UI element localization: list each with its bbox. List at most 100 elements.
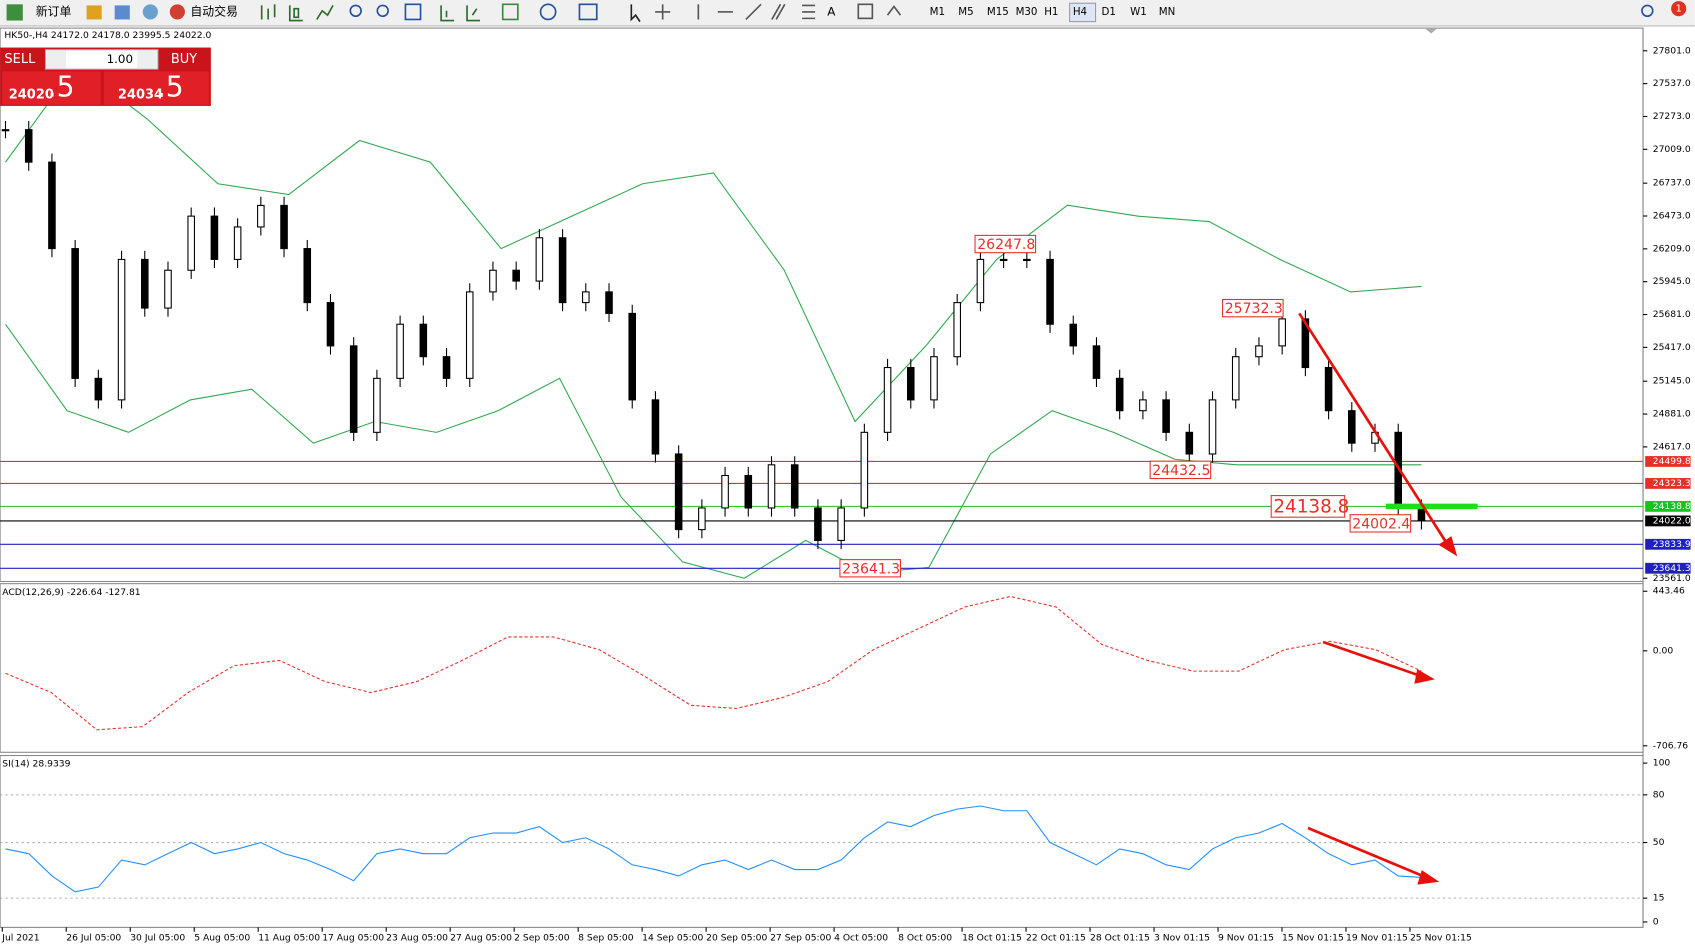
candle	[744, 474, 753, 509]
x-tick-label: 28 Oct 01:15	[1090, 933, 1150, 944]
candle-tool[interactable]	[288, 5, 303, 22]
channel[interactable]	[771, 3, 786, 20]
candle	[442, 356, 451, 379]
y-tick-label: 25417.0	[1653, 342, 1691, 353]
price-annotation-box	[839, 559, 902, 578]
candle	[396, 323, 404, 379]
candle	[349, 345, 358, 433]
periods[interactable]	[539, 3, 557, 21]
bollinger-band	[5, 323, 1422, 579]
timeframes: M1 M5 M15 M30 H1 H4 D1 W1 MN	[930, 2, 1176, 23]
shift-tool[interactable]	[466, 5, 481, 22]
y-tick-label: 25145.0	[1653, 376, 1691, 387]
x-tick-label: 5 Aug 05:00	[194, 933, 250, 944]
indicators[interactable]	[501, 3, 519, 21]
bollinger-band	[5, 64, 1422, 423]
x-tick-label: 3 Nov 01:15	[1154, 933, 1210, 944]
y-tick-label: 0	[1653, 916, 1659, 927]
buy-price[interactable]: 24034	[118, 88, 163, 103]
candle	[1185, 431, 1194, 455]
trendline[interactable]	[745, 3, 762, 21]
bar-chart-tool[interactable]	[260, 4, 276, 20]
text-label[interactable]	[857, 3, 874, 20]
candle	[373, 377, 381, 433]
arrow-head	[1438, 536, 1458, 557]
tile-windows[interactable]	[404, 3, 422, 21]
timeframe-button[interactable]: M30	[1016, 6, 1038, 18]
auto-trade-icon[interactable]	[169, 4, 185, 20]
sell-fraction[interactable]: .5	[48, 71, 75, 104]
new-order-icon[interactable]	[6, 4, 23, 21]
timeframe-button[interactable]: H1	[1044, 6, 1058, 18]
candle	[210, 215, 219, 260]
text-tool[interactable]: A	[827, 4, 836, 18]
notifications[interactable]	[1671, 1, 1687, 17]
timeframe-button[interactable]: M5	[958, 6, 973, 18]
crosshair[interactable]	[655, 4, 671, 20]
new-order[interactable]: 新订单	[36, 4, 72, 18]
y-tick-label: 25945.0	[1653, 276, 1691, 287]
trend-arrow	[1307, 826, 1428, 879]
price-level-label: 23641.3	[1653, 563, 1691, 574]
candle	[164, 269, 172, 309]
lot-field[interactable]	[44, 49, 159, 70]
tool-icon[interactable]	[86, 5, 102, 20]
sell-price[interactable]: 24020	[9, 88, 54, 103]
candle	[883, 366, 892, 433]
line-tool[interactable]	[316, 5, 334, 20]
search[interactable]	[1641, 4, 1654, 18]
x-tick-label: 27 Sep 05:00	[770, 933, 831, 944]
cursor[interactable]	[630, 4, 641, 23]
timeframe-button[interactable]: M15	[987, 6, 1009, 18]
candle	[1324, 366, 1333, 412]
x-tick-label: 2 Sep 05:00	[514, 933, 570, 944]
price-annotation-box	[1270, 495, 1346, 518]
tool-icon[interactable]	[114, 5, 130, 20]
rsi-panel	[0, 754, 1644, 928]
macd-label: ACD(12,26,9) -226.64 -127.81	[2, 587, 140, 598]
sell-button[interactable]	[2, 71, 101, 105]
lot-up[interactable]	[137, 50, 157, 69]
lot-down[interactable]	[46, 50, 67, 69]
x-tick-label: 20 Sep 05:00	[706, 933, 767, 944]
x-tick-label: Jul 2021	[1, 933, 39, 944]
price-annotation: 24432.5	[1152, 463, 1210, 479]
auto-trade[interactable]: 自动交易	[190, 4, 238, 18]
price-level-tag	[1645, 562, 1691, 574]
templates[interactable]	[578, 3, 598, 21]
scroll-tool[interactable]	[440, 5, 455, 22]
buy-fraction[interactable]: .5	[157, 71, 184, 104]
price-level-label: 24138.8	[1653, 501, 1691, 512]
timeframe-button[interactable]: D1	[1102, 6, 1116, 18]
candle	[233, 226, 242, 260]
rsi-chart: SI(14) 28.9339 100 80 50 15 0	[0, 758, 1670, 927]
timeframe-button[interactable]: M1	[930, 6, 945, 18]
candle	[71, 248, 79, 379]
price-annotation: 23641.3	[842, 561, 900, 577]
toolbar	[0, 0, 1695, 26]
lot-value[interactable]: 1.00	[107, 52, 133, 66]
buy-button[interactable]	[103, 71, 209, 105]
candle	[94, 377, 103, 401]
sell-label[interactable]: SELL	[4, 52, 36, 67]
candle	[930, 356, 938, 401]
candle	[1255, 345, 1263, 358]
y-tick-label: 443.46	[1653, 586, 1685, 597]
timeframe-button[interactable]: H4	[1073, 6, 1087, 18]
buy-label[interactable]: BUY	[171, 52, 197, 67]
y-tick-label: 26473.0	[1653, 211, 1691, 222]
y-tick-label: 23561.0	[1653, 573, 1691, 584]
candle	[1162, 399, 1170, 433]
zoom-in[interactable]	[349, 4, 362, 18]
timeframe-button[interactable]: W1	[1130, 6, 1147, 18]
y-tick-label: 27009.0	[1653, 144, 1691, 155]
x-tick-label: 11 Aug 05:00	[258, 933, 320, 944]
timeframe-button[interactable]: MN	[1159, 6, 1176, 18]
time-axis: Jul 2021 26 Jul 05:00 30 Jul 05:00 5 Aug 05…	[1, 927, 1472, 944]
arrows[interactable]	[886, 5, 902, 16]
tool-icon[interactable]	[142, 4, 158, 20]
zoom-out[interactable]	[376, 4, 389, 18]
candle	[1301, 318, 1310, 369]
arrow-head	[1414, 669, 1435, 684]
fibonacci[interactable]	[802, 4, 816, 20]
